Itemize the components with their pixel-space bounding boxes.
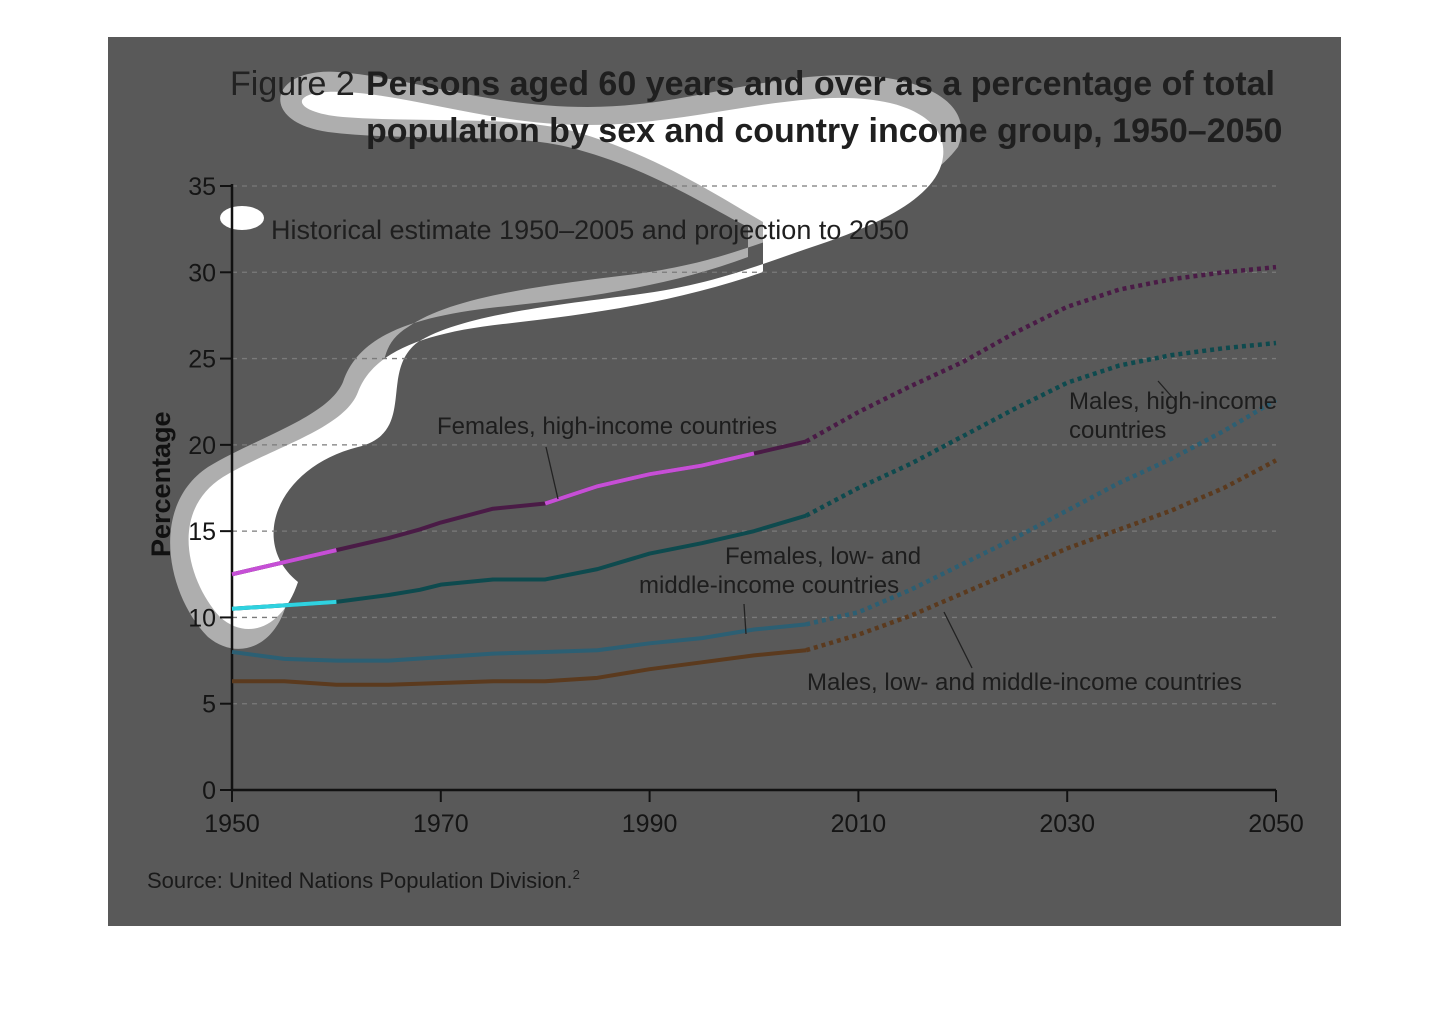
- females-low-middle-income-projection-line: [805, 398, 1278, 627]
- y-tick-label-25: 25: [188, 346, 216, 374]
- males-low-middle-income-projection-line: [805, 458, 1278, 653]
- x-tick-label-1970: 1970: [413, 810, 469, 838]
- females-low-middle-income-label: Females, low- and: [725, 543, 921, 570]
- x-tick-label-1950: 1950: [204, 810, 260, 838]
- source-note: Source: United Nations Population Divisi…: [147, 867, 580, 893]
- figure-title-line2: population by sex and country income gro…: [366, 112, 1282, 150]
- figure-panel: Figure 2 Persons aged 60 years and over …: [108, 37, 1341, 926]
- figure-label: Figure 2: [230, 65, 355, 103]
- figure-title-line1: Persons aged 60 years and over as a perc…: [366, 65, 1275, 103]
- males-high-income-leader-line: [1157, 380, 1173, 398]
- y-tick-label-10: 10: [188, 604, 216, 632]
- males-high-income-label-line2: countries: [1069, 417, 1166, 444]
- y-axis-title: Percentage: [146, 411, 176, 557]
- chart-subtitle: Historical estimate 1950–2005 and projec…: [271, 215, 909, 245]
- y-tick-label-0: 0: [202, 777, 216, 805]
- females-high-income-highlight-segment: [231, 548, 337, 577]
- males-low-middle-income-label: Males, low- and middle-income countries: [807, 669, 1242, 696]
- y-tick-label-35: 35: [188, 173, 216, 201]
- females-low-middle-income-leader-line: [743, 603, 747, 635]
- females-low-middle-income-historical-line: [231, 622, 807, 663]
- series-labels: Females, high-income countries Males, hig…: [437, 380, 1277, 696]
- males-low-middle-income-leader-line: [943, 611, 973, 669]
- males-high-income-projection-line: [805, 340, 1277, 518]
- gridlines: [232, 185, 1276, 705]
- source-text: Source: United Nations Population Divisi…: [147, 868, 573, 893]
- females-high-income-highlight-segment-2: [544, 451, 755, 506]
- source-reference: 2: [573, 867, 580, 882]
- y-tick-label-5: 5: [202, 691, 216, 719]
- y-tick-label-15: 15: [188, 518, 216, 546]
- x-tick-label-1990: 1990: [622, 810, 678, 838]
- males-high-income-highlight-segment: [231, 599, 337, 611]
- series-lines: [231, 264, 1278, 687]
- chart-svg: Figure 2 Persons aged 60 years and over …: [146, 65, 1304, 893]
- x-tick-label-2050: 2050: [1248, 810, 1304, 838]
- males-high-income-label: Males, high-income: [1069, 388, 1277, 415]
- females-high-income-label: Females, high-income countries: [437, 413, 777, 440]
- y-tick-label-30: 30: [188, 259, 216, 287]
- y-tick-label-20: 20: [188, 432, 216, 460]
- females-high-income-leader-line: [545, 446, 559, 500]
- x-tick-label-2010: 2010: [831, 810, 887, 838]
- males-low-middle-income-historical-line: [232, 648, 807, 687]
- females-high-income-projection-line: [805, 264, 1277, 444]
- females-low-middle-income-label-line2: middle-income countries: [639, 572, 899, 599]
- x-tick-label-2030: 2030: [1039, 810, 1095, 838]
- axes: 0 5 10 15 20 25 30 35 1950 1970 1990 2010 2030 2050: [188, 173, 1304, 838]
